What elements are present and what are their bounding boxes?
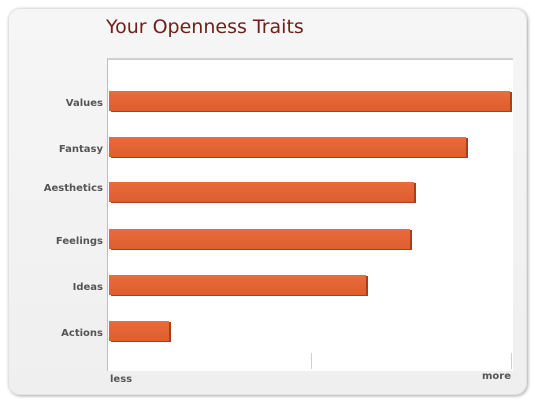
chart-title: Your Openness Traits <box>106 16 304 38</box>
category-label-aesthetics: Aesthetics <box>43 183 103 194</box>
category-label-fantasy: Fantasy <box>58 144 103 155</box>
category-label-values: Values <box>65 98 103 109</box>
bar-actions <box>109 321 169 341</box>
bar-ideas <box>109 275 366 295</box>
bar-aesthetics <box>109 182 414 202</box>
category-label-feelings: Feelings <box>55 236 103 247</box>
bar-values <box>109 91 510 111</box>
x-axis-max-tick <box>511 353 512 369</box>
bar-fantasy <box>109 137 466 157</box>
category-label-ideas: Ideas <box>72 282 103 293</box>
x-axis-max-label: more <box>482 371 512 382</box>
x-axis-min-label: less <box>110 374 133 385</box>
category-label-actions: Actions <box>61 328 103 339</box>
bar-feelings <box>109 229 410 249</box>
x-axis-mid-tick <box>311 353 312 369</box>
